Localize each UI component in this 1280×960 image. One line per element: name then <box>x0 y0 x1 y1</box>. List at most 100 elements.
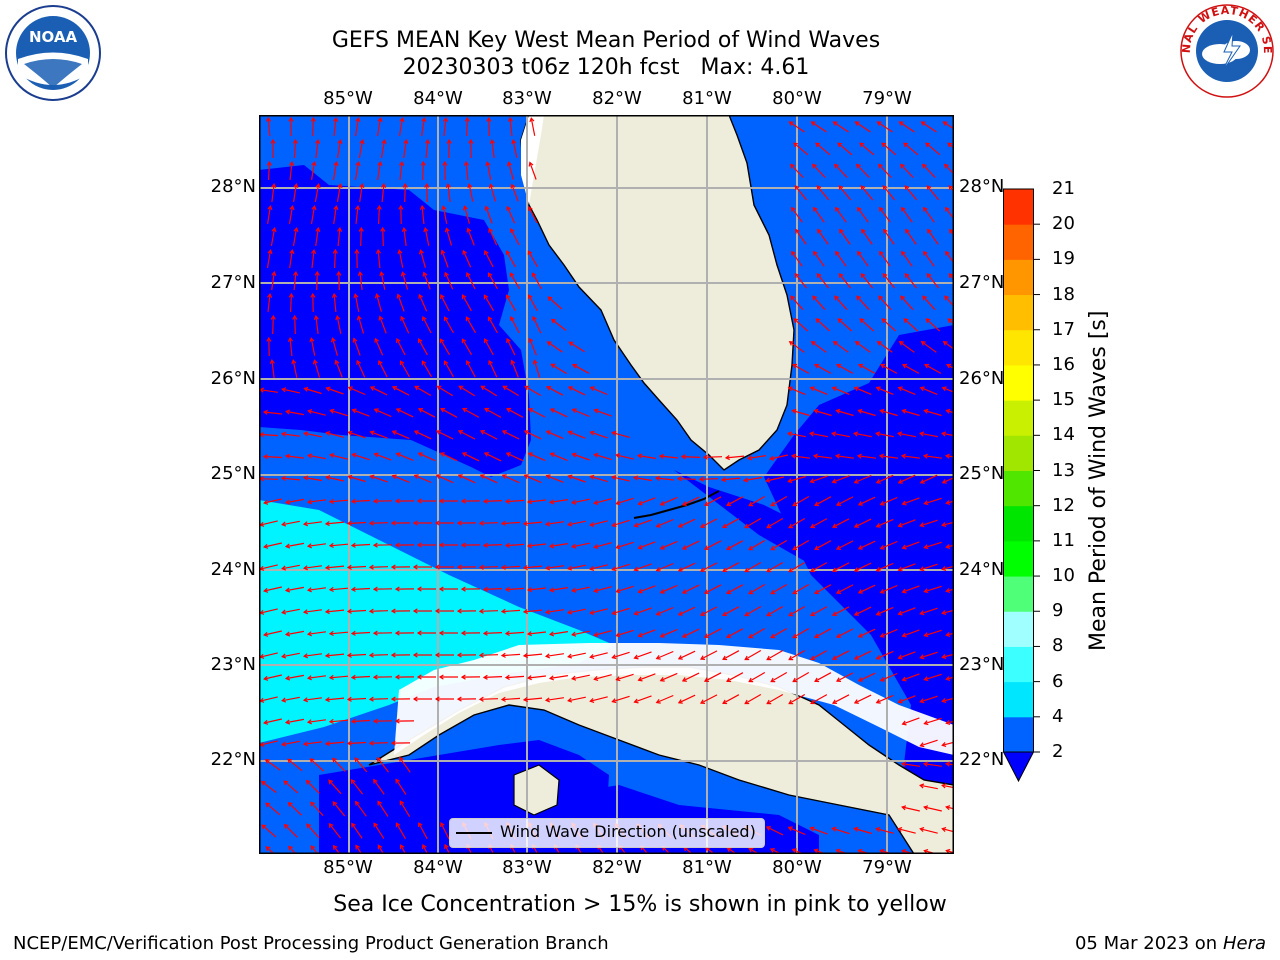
wind-wave-arrowhead <box>315 138 321 144</box>
wind-wave-arrow <box>902 364 920 374</box>
wind-wave-arrowhead <box>632 475 639 481</box>
wind-wave-arrow <box>858 540 876 550</box>
wind-wave-arrow <box>418 822 428 840</box>
wind-wave-arrow <box>325 741 345 745</box>
wind-wave-arrow <box>378 205 380 225</box>
wind-wave-arrowhead <box>435 430 441 435</box>
wind-wave-arrow <box>858 584 876 594</box>
wind-wave-arrow <box>902 763 920 767</box>
wind-wave-arrow <box>572 542 590 548</box>
wind-wave-arrow <box>656 650 674 660</box>
wind-wave-arrowhead <box>331 292 337 298</box>
wind-wave-arrowhead <box>368 696 374 702</box>
wind-wave-arrowhead <box>901 720 907 726</box>
wind-wave-arrow <box>876 387 894 395</box>
wind-wave-arrowhead <box>831 386 837 392</box>
wind-wave-arrowhead <box>359 138 365 145</box>
date-text: 05 Mar 2023 on <box>1074 933 1218 954</box>
wind-wave-arrowhead <box>287 802 293 807</box>
wind-wave-arrowhead <box>283 823 289 829</box>
wind-wave-arrowhead <box>948 272 954 278</box>
wind-wave-arrow <box>479 522 499 524</box>
wind-wave-arrowhead <box>703 633 710 638</box>
wind-wave-arrowhead <box>919 479 925 484</box>
wind-wave-arrowhead <box>281 387 287 393</box>
wind-wave-arrow <box>920 607 938 615</box>
wind-wave-arrowhead <box>395 408 401 413</box>
wind-wave-arrow <box>260 696 278 702</box>
wind-wave-arrowhead <box>399 116 405 123</box>
wind-wave-arrowhead <box>456 652 462 658</box>
wind-wave-arrowhead <box>788 611 794 617</box>
wind-wave-arrow <box>488 228 498 246</box>
wind-wave-arrowhead <box>346 608 352 614</box>
wind-wave-arrow <box>350 779 364 795</box>
wind-wave-arrow <box>880 364 898 374</box>
wind-wave-arrowhead <box>615 544 621 550</box>
wind-wave-arrowhead <box>898 121 904 126</box>
wind-wave-arrow <box>856 164 870 178</box>
wind-wave-arrow <box>634 695 652 703</box>
wind-wave-arrowhead <box>633 522 639 528</box>
wind-wave-arrow <box>414 474 432 484</box>
wind-wave-arrowhead <box>814 633 820 639</box>
wind-wave-arrow <box>369 566 389 568</box>
wind-wave-arrowhead <box>703 677 710 682</box>
wind-wave-arrowhead <box>329 408 335 414</box>
wind-wave-arrowhead <box>306 675 312 681</box>
wind-wave-arrow <box>590 431 608 439</box>
wind-wave-arrowhead <box>381 138 387 145</box>
wind-wave-arrow <box>501 653 521 657</box>
wind-wave-arrowhead <box>336 270 342 276</box>
wind-wave-arrow <box>858 364 876 374</box>
wind-wave-arrowhead <box>788 523 794 529</box>
wind-wave-arrowhead <box>396 337 401 344</box>
wind-wave-arrow <box>744 649 762 661</box>
wind-wave-arrow <box>594 409 612 417</box>
wind-wave-arrowhead <box>500 520 506 526</box>
wind-wave-arrowhead <box>332 844 338 850</box>
wind-wave-arrowhead <box>457 430 464 435</box>
wind-wave-arrow <box>334 249 336 269</box>
dark-region-straits <box>674 470 954 635</box>
wind-wave-arrowhead <box>302 521 309 527</box>
wind-wave-arrowhead <box>948 185 954 191</box>
wind-wave-arrowhead <box>901 805 907 811</box>
wind-wave-arrow <box>836 496 854 506</box>
wind-wave-arrow <box>682 672 700 682</box>
wind-wave-arrow <box>836 540 854 550</box>
wind-wave-arrow <box>902 541 920 549</box>
wind-wave-arrowhead <box>615 453 621 459</box>
wind-wave-arrow <box>855 121 871 133</box>
wind-wave-arrow <box>528 294 538 312</box>
wind-wave-arrow <box>594 630 612 636</box>
wind-wave-arrow <box>328 779 342 795</box>
wind-wave-arrow <box>854 827 872 835</box>
wind-wave-arrowhead <box>898 341 904 346</box>
wind-wave-arrow <box>836 628 854 638</box>
wind-wave-arrow <box>347 653 367 657</box>
wind-wave-arrowhead <box>378 359 383 366</box>
wind-wave-arrow <box>458 430 476 440</box>
wind-wave-arrow <box>260 608 278 614</box>
wind-wave-arrow <box>418 338 428 356</box>
wind-wave-arrowhead <box>504 542 510 549</box>
wind-wave-arrow <box>876 562 894 572</box>
wind-wave-arrow <box>483 500 503 502</box>
wind-wave-arrow <box>304 741 322 745</box>
wind-wave-arrowhead <box>347 386 353 392</box>
wind-wave-arrow <box>359 272 363 290</box>
wind-wave-arrow <box>876 606 894 616</box>
wind-wave-arrow <box>744 517 762 529</box>
wind-wave-arrowhead <box>526 631 532 637</box>
wind-wave-arrowhead <box>351 822 356 828</box>
wind-wave-arrowhead <box>699 655 706 660</box>
wind-wave-arrow <box>898 519 916 527</box>
wind-wave-arrowhead <box>942 121 948 126</box>
wind-wave-arrow <box>942 653 954 658</box>
wind-wave-arrow <box>336 184 342 202</box>
wind-wave-arrow <box>766 476 784 482</box>
wind-wave-arrow <box>678 694 696 704</box>
wind-wave-arrow <box>510 316 520 334</box>
wind-wave-arrow <box>700 606 718 616</box>
